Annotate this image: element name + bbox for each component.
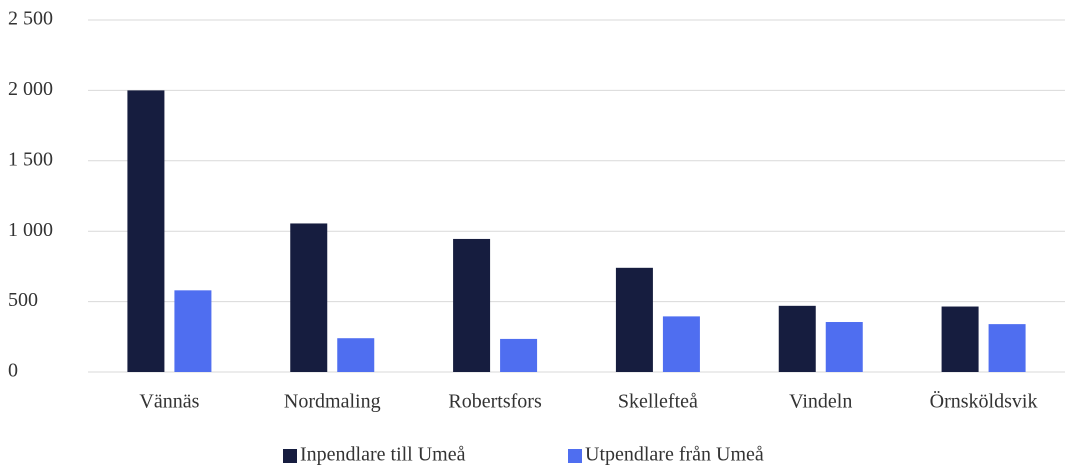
- bar: [127, 90, 165, 373]
- bar: [662, 316, 700, 372]
- y-tick-label: 1 500: [8, 148, 53, 170]
- bar: [988, 324, 1026, 372]
- x-tick-label: Vindeln: [789, 391, 852, 413]
- legend-label: Utpendlare från Umeå: [585, 444, 764, 466]
- legend-swatch: [568, 449, 582, 463]
- x-tick-label: Skellefteå: [618, 391, 698, 413]
- y-tick-label: 500: [8, 289, 38, 311]
- bar: [500, 338, 538, 372]
- legend-swatch: [283, 449, 297, 463]
- bar: [337, 338, 375, 372]
- bar: [290, 223, 328, 372]
- x-tick-label: Örnsköldsvik: [930, 390, 1038, 413]
- bar: [174, 290, 212, 372]
- x-tick-label: Nordmaling: [284, 391, 381, 413]
- y-tick-label: 2 000: [8, 78, 53, 100]
- bar: [941, 306, 979, 372]
- y-tick-label: 1 000: [8, 219, 53, 241]
- bar: [825, 322, 863, 372]
- x-tick-label: Vännäs: [139, 391, 199, 413]
- x-tick-label: Robertsfors: [448, 391, 542, 413]
- y-tick-label: 0: [8, 360, 18, 382]
- legend-label: Inpendlare till Umeå: [300, 444, 466, 466]
- bar: [453, 238, 491, 372]
- bar: [778, 305, 816, 372]
- y-tick-label: 2 500: [8, 8, 53, 30]
- bar: [615, 267, 653, 372]
